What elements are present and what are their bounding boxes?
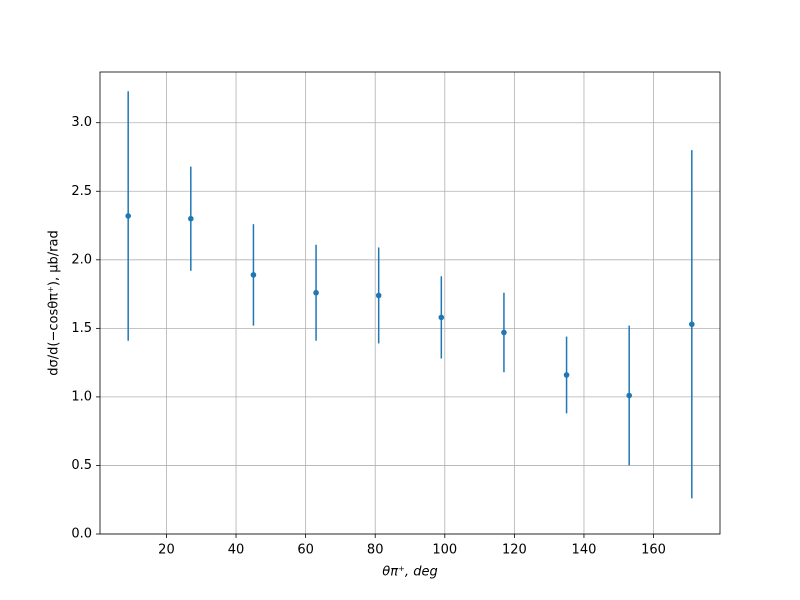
data-point (188, 215, 194, 222)
data-point (563, 372, 570, 378)
x-tick-label: 80 (367, 543, 384, 558)
y-tick-label: 0.0 (71, 527, 92, 542)
x-tick-label: 140 (572, 543, 597, 558)
y-axis-label: dσ/d(−cosθπ⁺), μb/rad (47, 230, 62, 375)
plot-frame (99, 71, 721, 535)
y-tick-label: 1.0 (71, 389, 92, 404)
y-tick-label: 1.5 (71, 321, 92, 336)
x-tick-label: 40 (228, 543, 245, 558)
x-axis-label: θπ⁺, deg (382, 565, 437, 580)
data-point (125, 213, 131, 219)
data-point (375, 292, 382, 299)
y-tick-label: 2.0 (71, 252, 92, 267)
data-point (438, 314, 445, 321)
data-point (626, 392, 632, 399)
data-point (689, 321, 695, 328)
y-tick-label: 2.5 (71, 184, 92, 199)
x-tick-label: 100 (432, 543, 457, 558)
x-tick-label: 20 (158, 543, 175, 558)
data-point (501, 329, 507, 336)
x-tick-label: 160 (641, 543, 666, 558)
y-tick-label: 0.5 (71, 458, 92, 473)
data-point (313, 289, 319, 296)
x-tick-label: 60 (297, 543, 314, 558)
y-tick-label: 3.0 (71, 115, 92, 130)
data-point (250, 272, 257, 278)
x-tick-label: 120 (502, 543, 527, 558)
